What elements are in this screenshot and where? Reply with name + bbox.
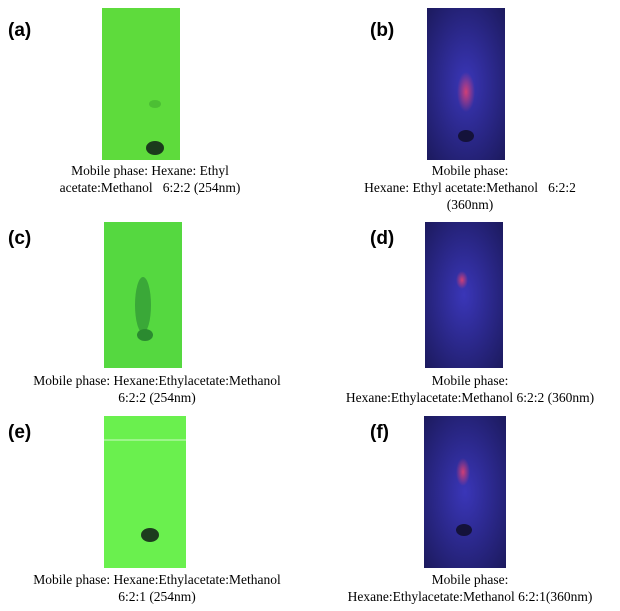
- caption: 6:2:1 (254nm): [118, 589, 196, 604]
- spot: [456, 524, 472, 536]
- panel-b: (b) Mobile phase: Hexane: Ethyl acetate:…: [364, 8, 576, 212]
- panel-e: (e) Mobile phase: Hexane:Ethylacetate:Me…: [8, 416, 281, 604]
- spot: [456, 458, 470, 486]
- spot: [137, 329, 153, 341]
- caption: Mobile phase: Hexane: Ethyl: [71, 163, 229, 178]
- tlc-plate: [104, 416, 186, 568]
- caption: Mobile phase:: [432, 373, 509, 388]
- spot: [149, 100, 161, 108]
- caption: Hexane:Ethylacetate:Methanol 6:2:2 (360n…: [346, 390, 594, 405]
- spot: [457, 72, 475, 112]
- figure: (a) Mobile phase: Hexane: Ethyl acetate:…: [0, 0, 620, 611]
- caption: Hexane: Ethyl acetate:Methanol 6:2:2: [364, 180, 576, 195]
- panel-label: (f): [370, 422, 389, 443]
- panel-label: (e): [8, 422, 31, 443]
- spot: [135, 277, 151, 333]
- spot: [458, 130, 474, 142]
- panel-a: (a) Mobile phase: Hexane: Ethyl acetate:…: [8, 8, 240, 195]
- caption: Hexane:Ethylacetate:Methanol 6:2:1(360nm…: [348, 589, 593, 604]
- panel-c: (c) Mobile phase: Hexane:Ethylacetate:Me…: [8, 222, 281, 405]
- spot: [456, 271, 468, 289]
- caption: acetate:Methanol 6:2:2 (254nm): [60, 180, 241, 195]
- tlc-plate: [425, 222, 503, 368]
- tlc-plate: [424, 416, 506, 568]
- caption: Mobile phase: Hexane:Ethylacetate:Methan…: [33, 373, 281, 388]
- spot: [141, 528, 159, 542]
- caption: Mobile phase: Hexane:Ethylacetate:Methan…: [33, 572, 281, 587]
- panel-label: (a): [8, 20, 31, 41]
- tlc-plate: [102, 8, 180, 160]
- panel-d: (d) Mobile phase: Hexane:Ethylacetate:Me…: [346, 222, 594, 405]
- panel-label: (d): [370, 228, 394, 249]
- caption: (360nm): [447, 197, 494, 212]
- caption: 6:2:2 (254nm): [118, 390, 196, 405]
- caption: Mobile phase:: [432, 163, 509, 178]
- spot: [146, 141, 164, 155]
- panel-label: (b): [370, 20, 394, 41]
- panel-label: (c): [8, 228, 31, 249]
- caption: Mobile phase:: [432, 572, 509, 587]
- panel-f: (f) Mobile phase: Hexane:Ethylacetate:Me…: [348, 416, 593, 604]
